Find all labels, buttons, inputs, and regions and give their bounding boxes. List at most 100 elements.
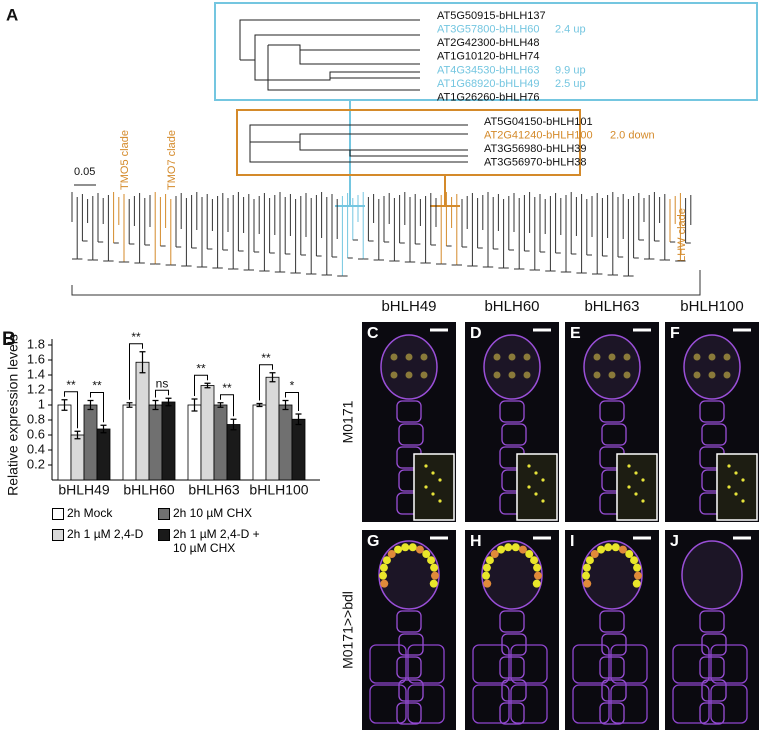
embryo-head xyxy=(681,540,743,610)
fold-change: 2.0 down xyxy=(610,129,655,141)
legend-item: 2h 1 µM 2,4-D xyxy=(52,527,157,541)
suspensor-cell xyxy=(601,423,627,446)
tree-branch xyxy=(349,150,468,157)
tree-branch xyxy=(299,133,468,142)
error-bar xyxy=(256,402,263,408)
y-axis-title: Relative expression levels xyxy=(5,334,21,496)
root-cell xyxy=(710,684,748,724)
nucleus xyxy=(590,550,599,559)
embryo-head xyxy=(481,540,543,610)
bar xyxy=(122,404,137,481)
x-tick-label: bHLH49 xyxy=(58,482,110,498)
suspensor-cell xyxy=(699,702,725,725)
significance-bracket xyxy=(129,343,143,400)
tree-branch xyxy=(254,60,268,81)
suspensor-cell xyxy=(396,702,422,725)
root-cell xyxy=(672,684,710,724)
root-cell xyxy=(610,684,648,724)
tree-branch xyxy=(329,77,420,80)
legend-swatch xyxy=(52,529,64,541)
gene-label: AT5G04150-bHLH101 xyxy=(484,116,593,128)
inset xyxy=(716,453,758,521)
root-cell xyxy=(369,644,407,684)
clade-box xyxy=(214,2,758,205)
gene-label: AT5G50915-bHLH137 xyxy=(437,10,546,22)
nucleus xyxy=(625,550,634,559)
nucleus xyxy=(593,371,601,379)
root-cell xyxy=(610,644,648,684)
inset-dot xyxy=(541,478,545,482)
inset-dot xyxy=(741,499,745,503)
bar xyxy=(57,404,72,481)
y-tick-label: 1.8 xyxy=(27,336,45,351)
inset xyxy=(616,453,658,521)
micrograph: C xyxy=(362,322,456,522)
error-bar xyxy=(165,397,172,407)
nucleus xyxy=(708,353,716,361)
legend-label: 2h 1 µM 2,4-D + 10 µM CHX xyxy=(173,527,260,555)
error-bar xyxy=(191,398,198,412)
nucleus xyxy=(523,353,531,361)
nucleus xyxy=(604,543,613,552)
x-tick-label: bHLH63 xyxy=(188,482,240,498)
column-header: bHLH60 xyxy=(484,298,539,315)
nucleus xyxy=(390,371,398,379)
bar xyxy=(226,424,241,481)
inset-dot xyxy=(431,471,435,475)
nucleus xyxy=(405,371,413,379)
inset xyxy=(516,453,558,521)
nucleus xyxy=(583,579,592,588)
suspensor-cell xyxy=(599,656,625,679)
nucleus xyxy=(597,545,606,554)
nucleus xyxy=(632,579,641,588)
nucleus xyxy=(525,550,534,559)
significance-bracket xyxy=(220,394,234,417)
suspensor-cell xyxy=(701,423,727,446)
nucleus xyxy=(608,353,616,361)
error-bar xyxy=(282,399,289,411)
nucleus xyxy=(387,550,396,559)
nucleus xyxy=(380,579,389,588)
nucleus xyxy=(723,371,731,379)
inset-dot xyxy=(541,499,545,503)
tree-branch xyxy=(249,142,468,163)
inset-dot xyxy=(534,492,538,496)
error-bar xyxy=(295,413,302,426)
suspensor-cell xyxy=(699,610,725,633)
inset-dot xyxy=(734,471,738,475)
gene-label: AT3G56970-bHLH38 xyxy=(484,156,587,168)
inset-dot xyxy=(438,499,442,503)
nucleus xyxy=(633,571,642,580)
nucleus xyxy=(523,371,531,379)
embryo-head xyxy=(378,540,440,610)
suspensor-cell xyxy=(699,400,725,423)
gene-label: AT1G68920-bHLH49 xyxy=(437,78,540,90)
error-bar xyxy=(230,418,237,431)
legend-swatch xyxy=(158,508,170,520)
nucleus xyxy=(508,353,516,361)
gene-label: AT1G10120-bHLH74 xyxy=(437,51,540,63)
significance-label: ** xyxy=(261,351,271,365)
panel-label: C xyxy=(367,325,379,342)
gene-label: AT3G56980-bHLH39 xyxy=(484,143,587,155)
error-bar xyxy=(204,382,211,389)
nucleus xyxy=(623,353,631,361)
tree-branch xyxy=(250,141,468,151)
nucleus xyxy=(493,371,501,379)
clade-label: TMO5 clade xyxy=(119,130,131,190)
micrograph: D xyxy=(465,322,559,522)
suspensor-cell xyxy=(599,610,625,633)
panel-label: B xyxy=(2,329,16,350)
significance-bracket xyxy=(285,392,299,411)
y-tick-label: 0.8 xyxy=(27,411,45,426)
error-bar xyxy=(217,402,224,408)
gene-label: AT2G42300-bHLH48 xyxy=(437,37,540,49)
significance-bracket xyxy=(155,389,169,398)
legend-item: 2h 10 µM CHX xyxy=(158,506,263,520)
y-tick-label: 0.6 xyxy=(27,426,45,441)
nucleus xyxy=(623,371,631,379)
bar xyxy=(278,404,293,481)
nucleus xyxy=(593,353,601,361)
micrograph: F xyxy=(665,322,759,522)
suspensor-cell xyxy=(599,400,625,423)
